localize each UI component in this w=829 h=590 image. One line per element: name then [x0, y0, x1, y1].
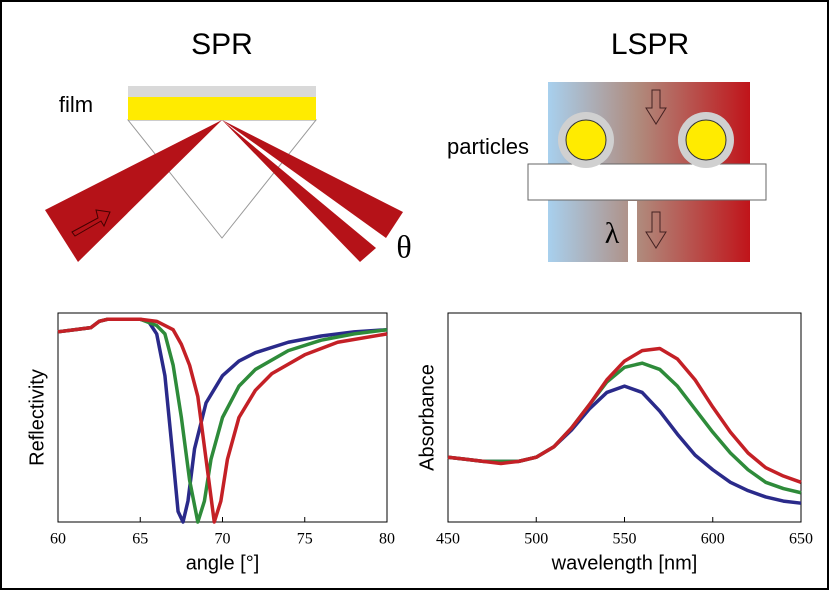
- x-tick-label: 550: [613, 531, 637, 548]
- data-line: [57, 317, 388, 524]
- arrow: [71, 209, 111, 237]
- particle: [565, 119, 607, 161]
- gold-film: [128, 97, 316, 120]
- gap: [628, 201, 637, 263]
- x-tick-label: 650: [789, 531, 813, 548]
- x-tick-label: 65: [132, 531, 148, 548]
- x-tick-label: 500: [524, 531, 548, 548]
- reflected-beam: [222, 120, 376, 262]
- substrate: [527, 163, 767, 201]
- y-axis-label: Reflectivity: [26, 369, 48, 466]
- x-axis-label: wavelength [nm]: [551, 552, 698, 574]
- x-tick-label: 450: [436, 531, 460, 548]
- arrow: [645, 89, 667, 125]
- x-tick-label: 70: [215, 531, 231, 548]
- x-tick-label: 60: [50, 531, 66, 548]
- x-tick-label: 80: [379, 531, 395, 548]
- particles-label: particles: [447, 134, 529, 159]
- theta-label: θ: [396, 228, 411, 264]
- y-axis-label: Absorbance: [416, 364, 438, 471]
- incident-beam: [45, 120, 222, 262]
- particle: [685, 119, 727, 161]
- arrow: [645, 211, 667, 249]
- film-label: film: [59, 92, 93, 117]
- x-axis-label: angle [°]: [186, 552, 260, 574]
- film-layer: [128, 86, 316, 97]
- lspr-title: LSPR: [611, 28, 689, 61]
- spr-title: SPR: [191, 28, 253, 61]
- reflected-beam: [222, 120, 403, 238]
- lambda-label: λ: [605, 217, 620, 250]
- x-tick-label: 75: [297, 531, 313, 548]
- x-tick-label: 600: [701, 531, 725, 548]
- data-line: [447, 346, 802, 484]
